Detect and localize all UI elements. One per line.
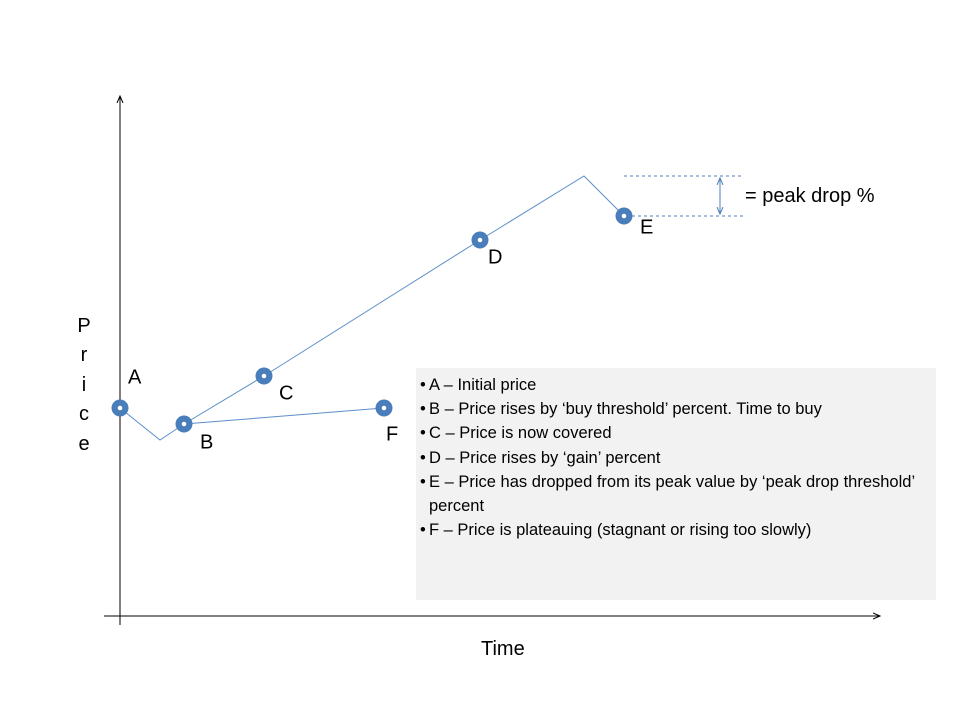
legend-item: B – Price rises by ‘buy threshold’ perce…	[420, 397, 928, 421]
legend-item: F – Price is plateauing (stagnant or ris…	[420, 518, 928, 542]
peak-drop-label: = peak drop %	[745, 185, 875, 207]
point-label-e: E	[640, 216, 653, 238]
legend-item: D – Price rises by ‘gain’ percent	[420, 446, 928, 470]
y-axis-label-letter: i	[81, 373, 87, 396]
y-axis-label-letter: r	[80, 344, 88, 367]
point-marker-a	[111, 399, 129, 417]
point-marker-c	[255, 367, 273, 385]
point-label-d: D	[488, 246, 502, 268]
y-axis-label-letter: c	[79, 403, 89, 426]
x-axis-label: Time	[481, 638, 525, 660]
point-label-c: C	[279, 382, 293, 404]
point-marker-b	[175, 415, 193, 433]
price-path-plateau	[183, 407, 385, 425]
point-marker-e	[615, 207, 633, 225]
legend-item: E – Price has dropped from its peak valu…	[420, 470, 928, 518]
y-axis-label-letter: P	[77, 315, 91, 337]
point-marker-f	[375, 399, 393, 417]
y-axis-label-letter: e	[78, 432, 90, 455]
point-label-a: A	[128, 366, 142, 388]
point-label-b: B	[200, 431, 213, 453]
legend-item: A – Initial price	[420, 373, 928, 397]
point-marker-d	[471, 231, 489, 249]
legend-box: A – Initial priceB – Price rises by ‘buy…	[416, 368, 936, 600]
legend-list: A – Initial priceB – Price rises by ‘buy…	[420, 373, 928, 543]
legend-item: C – Price is now covered	[420, 421, 928, 445]
point-label-f: F	[386, 423, 398, 445]
